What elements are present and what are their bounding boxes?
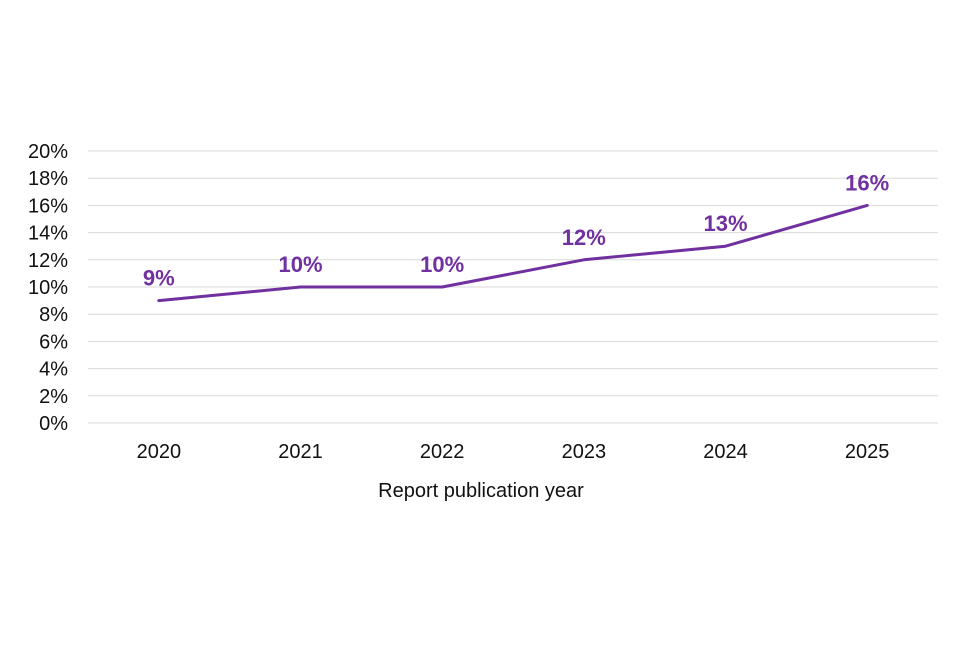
series-layer [159,205,868,300]
y-tick-label: 0% [39,413,68,435]
y-tick-label: 18% [28,168,68,190]
y-tick-label: 4% [39,359,68,381]
x-axis-tick-labels: 2020 2021 2022 2023 2024 2025 [137,441,890,463]
x-axis-title: Report publication year [378,480,584,502]
x-tick-label: 2021 [278,441,323,463]
x-tick-label: 2024 [703,441,748,463]
y-tick-label: 8% [39,304,68,326]
y-tick-label: 14% [28,223,68,245]
data-label: 9% [143,266,175,291]
data-label: 12% [562,225,606,250]
y-tick-label: 16% [28,195,68,217]
x-tick-label: 2022 [420,441,465,463]
data-label: 10% [278,252,322,277]
y-axis-tick-labels: 0% 2% 4% 6% 8% 10% 12% 14% 16% 18% 20% [28,141,68,435]
x-tick-label: 2023 [562,441,607,463]
y-tick-label: 20% [28,141,68,163]
y-tick-label: 2% [39,386,68,408]
y-tick-label: 10% [28,277,68,299]
series-line [159,205,867,300]
y-tick-label: 6% [39,331,68,353]
data-label: 10% [420,252,464,277]
data-label: 13% [703,211,747,236]
data-label: 16% [845,170,889,195]
x-tick-label: 2020 [137,441,182,463]
y-tick-label: 12% [28,250,68,272]
gridlines [88,151,938,423]
x-tick-label: 2025 [845,441,890,463]
